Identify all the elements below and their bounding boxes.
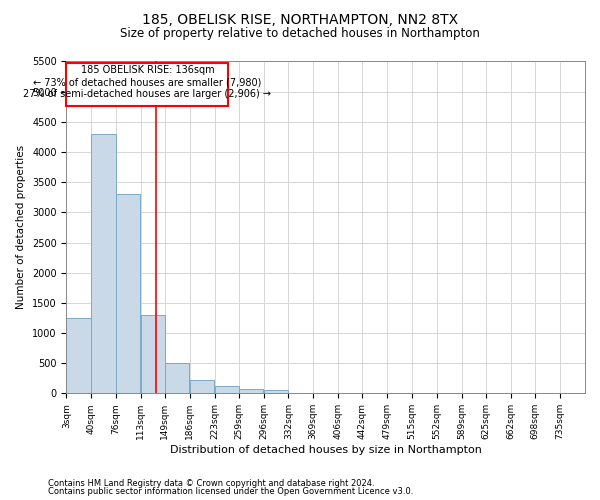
Text: 185, OBELISK RISE, NORTHAMPTON, NN2 8TX: 185, OBELISK RISE, NORTHAMPTON, NN2 8TX <box>142 12 458 26</box>
Text: Contains HM Land Registry data © Crown copyright and database right 2024.: Contains HM Land Registry data © Crown c… <box>48 478 374 488</box>
Y-axis label: Number of detached properties: Number of detached properties <box>16 146 26 310</box>
Text: Size of property relative to detached houses in Northampton: Size of property relative to detached ho… <box>120 28 480 40</box>
Bar <box>91 134 116 394</box>
Text: 27% of semi-detached houses are larger (2,906) →: 27% of semi-detached houses are larger (… <box>23 90 271 100</box>
Text: 185 OBELISK RISE: 136sqm: 185 OBELISK RISE: 136sqm <box>80 65 214 75</box>
FancyBboxPatch shape <box>67 64 228 106</box>
Bar <box>190 380 214 394</box>
Bar <box>264 390 289 394</box>
Bar <box>116 194 140 394</box>
Bar <box>239 388 263 394</box>
Bar <box>140 315 165 394</box>
Bar <box>215 386 239 394</box>
Text: Contains public sector information licensed under the Open Government Licence v3: Contains public sector information licen… <box>48 487 413 496</box>
Text: ← 73% of detached houses are smaller (7,980): ← 73% of detached houses are smaller (7,… <box>33 77 262 87</box>
Bar <box>67 318 91 394</box>
X-axis label: Distribution of detached houses by size in Northampton: Distribution of detached houses by size … <box>170 445 482 455</box>
Bar <box>165 363 190 394</box>
